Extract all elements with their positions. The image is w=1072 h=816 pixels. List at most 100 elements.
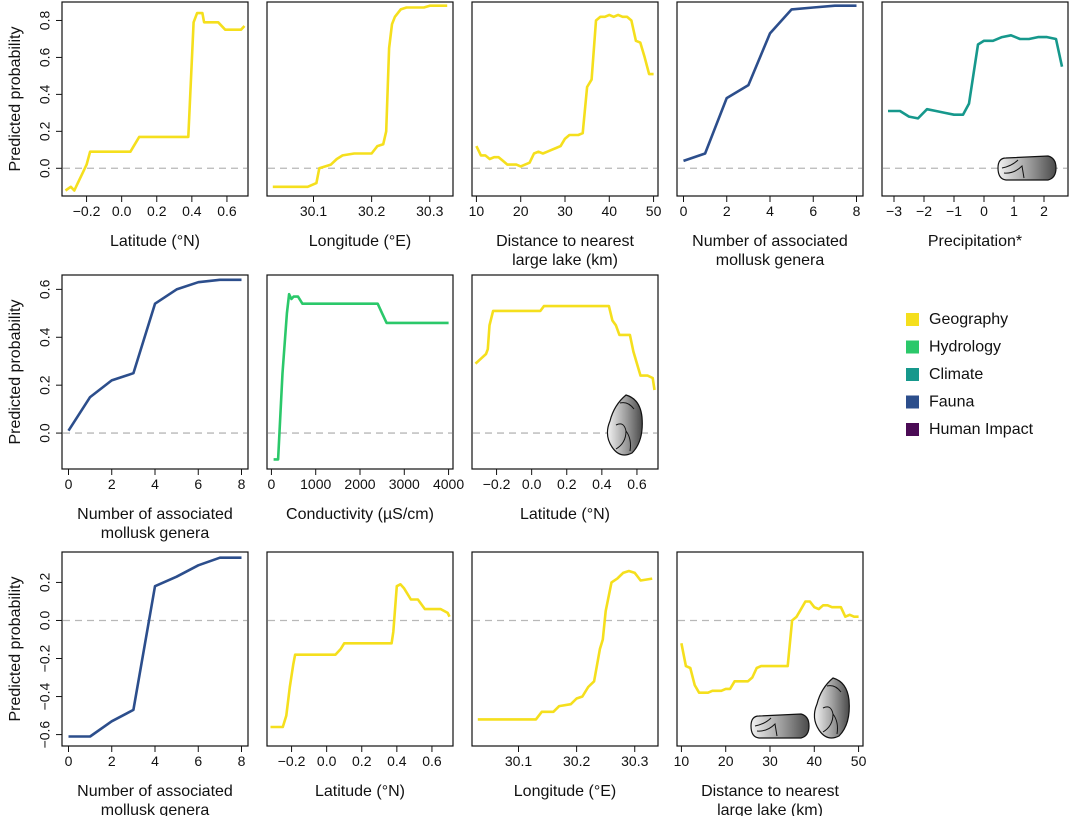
y-tick-label: 0.6 bbox=[37, 279, 53, 299]
x-tick-label: 8 bbox=[853, 203, 861, 219]
panel-r2-c2: 30.1 30.2 30.3 Longitude (°E) bbox=[471, 551, 659, 800]
legend-swatch bbox=[906, 313, 919, 326]
series-line-fauna bbox=[68, 556, 242, 738]
x-tick-label: 6 bbox=[809, 203, 817, 219]
x-tick-label: 1000 bbox=[300, 476, 331, 492]
x-tick-label: 4000 bbox=[433, 476, 464, 492]
x-tick-label: −0.2 bbox=[278, 753, 306, 769]
x-tick-label: 3000 bbox=[389, 476, 420, 492]
legend-swatch bbox=[906, 368, 919, 381]
x-tick-label: 0.6 bbox=[422, 753, 442, 769]
y-tick-label: 0.4 bbox=[37, 84, 53, 104]
x-tick-label: 4 bbox=[151, 753, 159, 769]
panels-layer: −0.2 0.0 0.2 0.4 0.6 0.0 0.2 0.4 0.6 0.8 Predicted… bbox=[7, 1, 1069, 816]
y-tick-label: 0.2 bbox=[37, 572, 53, 592]
x-tick-label: 10 bbox=[674, 753, 690, 769]
panel-r1-c0: 0 2 4 6 8 0.0 0.2 0.4 0.6 Predicted probability Nu… bbox=[7, 274, 249, 542]
x-tick-label: 50 bbox=[851, 753, 867, 769]
x-axis-title: Distance to nearest large lake (km) bbox=[496, 233, 634, 269]
y-tick-label: 0.6 bbox=[37, 47, 53, 67]
x-axis-title: Number of associated mollusk genera bbox=[77, 783, 233, 816]
plot-frame bbox=[61, 551, 249, 747]
panel-r0-c0: −0.2 0.0 0.2 0.4 0.6 0.0 0.2 0.4 0.6 0.8 Predicted… bbox=[7, 1, 249, 250]
panel-r0-c4: −3 −2 −1 0 1 2 Precipitation* bbox=[881, 1, 1069, 250]
y-axis-title: Predicted probability bbox=[7, 577, 24, 722]
x-tick-label: 4 bbox=[766, 203, 774, 219]
y-tick-label: 0.8 bbox=[37, 11, 53, 31]
x-tick-label: 0 bbox=[680, 203, 688, 219]
legend: Geography Hydrology Climate Fauna Human Impa… bbox=[906, 311, 1034, 438]
x-tick-label: 0.4 bbox=[387, 753, 407, 769]
panel-r2-c1: −0.2 0.0 0.2 0.4 0.6 Latitude (°N) bbox=[266, 551, 454, 800]
x-tick-label: 30 bbox=[557, 203, 573, 219]
x-tick-label: 30.3 bbox=[621, 753, 648, 769]
panel-r1-c1: 0 1000 2000 3000 4000 Conductivity (µS/cm) bbox=[266, 274, 464, 523]
x-tick-label: 0.2 bbox=[557, 476, 577, 492]
elongated-snail-illustration bbox=[997, 155, 1057, 181]
y-tick-label: −0.4 bbox=[37, 683, 53, 711]
x-tick-label: 0 bbox=[268, 476, 276, 492]
legend-swatch bbox=[906, 423, 919, 436]
panel-r2-c0: 0 2 4 6 8 −0.6 −0.4 −0.2 0.0 0.2 Predicted probabi… bbox=[7, 551, 249, 816]
series-line-fauna bbox=[67, 278, 242, 432]
elongated-snail-illustration bbox=[750, 713, 810, 739]
x-tick-label: 0 bbox=[65, 753, 73, 769]
x-tick-label: 8 bbox=[238, 476, 246, 492]
series-line-geography bbox=[475, 13, 654, 168]
x-tick-label: 10 bbox=[469, 203, 485, 219]
x-axis-title: Latitude (°N) bbox=[315, 783, 405, 800]
x-tick-label: 1 bbox=[1010, 203, 1018, 219]
series-line-fauna bbox=[683, 4, 857, 163]
x-tick-label: 0.6 bbox=[627, 476, 647, 492]
x-tick-label: 0 bbox=[65, 476, 73, 492]
x-axis-title: Latitude (°N) bbox=[110, 233, 200, 250]
panel-r0-c1: 30.1 30.2 30.3 Longitude (°E) bbox=[266, 1, 454, 250]
y-axis-title: Predicted probability bbox=[7, 27, 24, 172]
plot-frame bbox=[471, 1, 659, 197]
x-tick-label: 30.3 bbox=[416, 203, 443, 219]
legend-swatch bbox=[906, 340, 919, 354]
series-line-geography bbox=[64, 11, 246, 192]
x-tick-label: 6 bbox=[194, 753, 202, 769]
legend-label: Fauna bbox=[929, 394, 974, 411]
x-tick-label: 0.0 bbox=[522, 476, 542, 492]
legend-item-climate: Climate bbox=[906, 366, 983, 383]
x-axis-title: Precipitation* bbox=[928, 233, 1022, 250]
y-tick-label: −0.2 bbox=[37, 644, 53, 672]
x-tick-label: −0.2 bbox=[73, 203, 101, 219]
x-tick-label: 2 bbox=[1040, 203, 1048, 219]
x-tick-label: 2 bbox=[108, 476, 116, 492]
series-line-geography bbox=[477, 569, 653, 721]
x-tick-label: 20 bbox=[718, 753, 734, 769]
x-tick-label: 0 bbox=[980, 203, 988, 219]
y-tick-label: 0.2 bbox=[37, 375, 53, 395]
plot-frame bbox=[676, 1, 864, 197]
series-line-hydrology bbox=[273, 292, 449, 461]
plot-frame bbox=[266, 551, 454, 747]
legend-item-fauna: Fauna bbox=[906, 394, 974, 411]
x-axis-title: Longitude (°E) bbox=[309, 233, 411, 250]
y-tick-label: −0.6 bbox=[37, 721, 53, 749]
x-tick-label: −2 bbox=[916, 203, 932, 219]
x-tick-label: 0.0 bbox=[317, 753, 337, 769]
x-axis-title: Number of associated mollusk genera bbox=[77, 506, 233, 542]
x-tick-label: −3 bbox=[886, 203, 902, 219]
x-axis-title: Latitude (°N) bbox=[520, 506, 610, 523]
x-tick-label: 0.0 bbox=[112, 203, 132, 219]
legend-item-geography: Geography bbox=[906, 311, 1008, 328]
legend-label: Climate bbox=[929, 366, 983, 383]
x-tick-label: 30 bbox=[762, 753, 778, 769]
x-tick-label: 8 bbox=[238, 753, 246, 769]
x-tick-label: 2 bbox=[723, 203, 731, 219]
series-line-geography bbox=[474, 304, 656, 391]
plot-frame bbox=[471, 274, 659, 470]
x-tick-label: 20 bbox=[513, 203, 529, 219]
legend-swatch bbox=[906, 395, 919, 409]
series-line-climate bbox=[888, 33, 1064, 120]
x-axis-title: Number of associated mollusk genera bbox=[692, 233, 848, 269]
x-tick-label: 6 bbox=[194, 476, 202, 492]
panel-r0-c2: 10 20 30 40 50 Distance to nearest large lake … bbox=[469, 1, 662, 269]
x-tick-label: −0.2 bbox=[483, 476, 511, 492]
x-tick-label: 0.4 bbox=[182, 203, 202, 219]
